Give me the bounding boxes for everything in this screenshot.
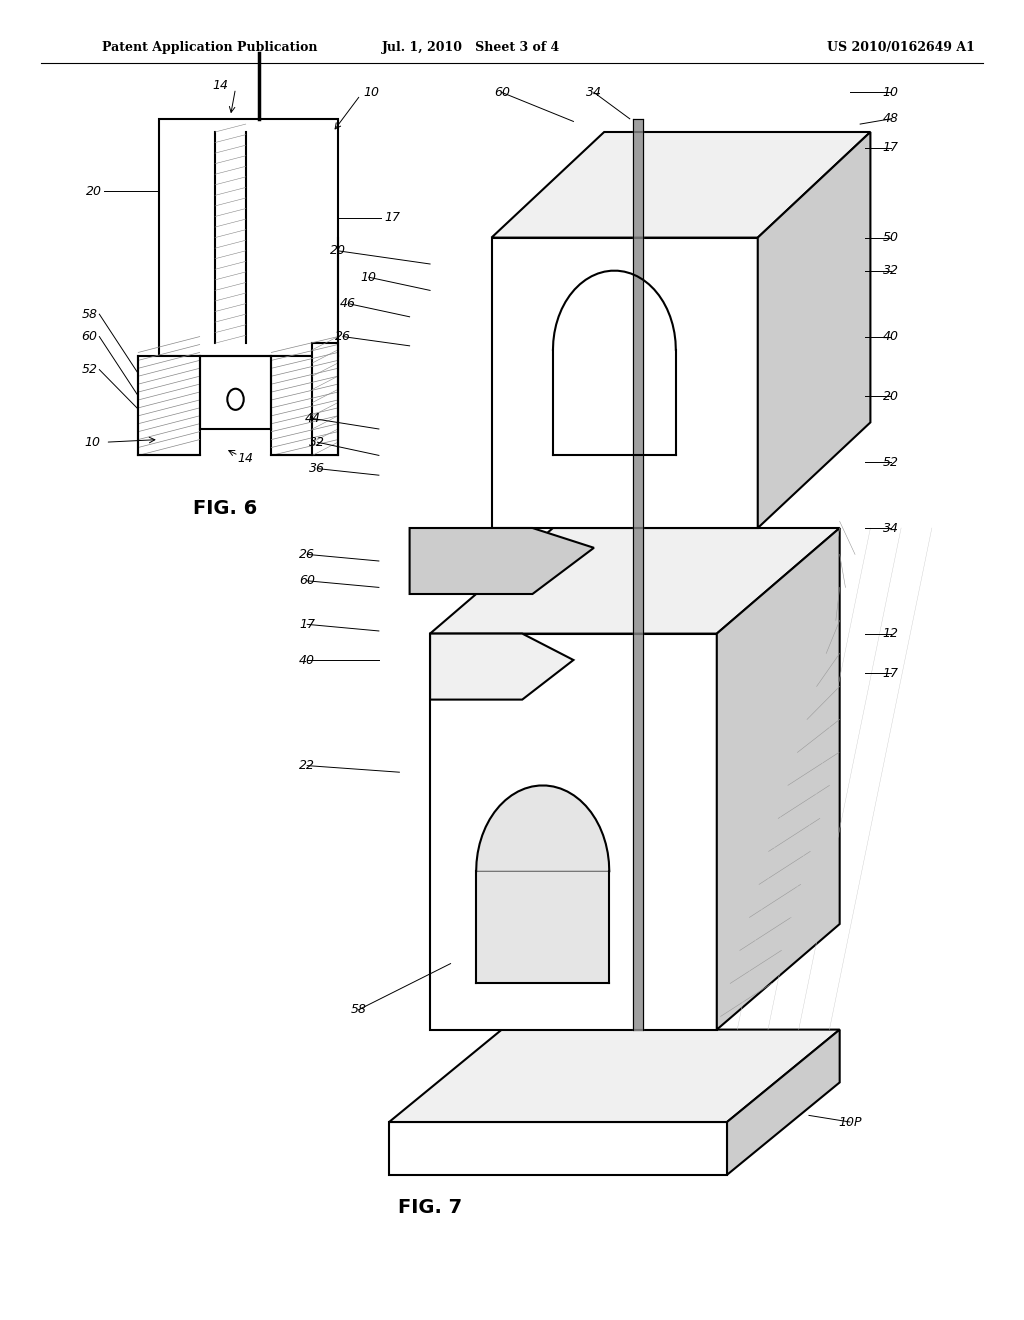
- Text: 34: 34: [883, 521, 899, 535]
- Text: US 2010/0162649 A1: US 2010/0162649 A1: [827, 41, 975, 54]
- Text: 20: 20: [330, 244, 346, 257]
- Text: 10: 10: [84, 436, 100, 449]
- Text: 50: 50: [883, 231, 899, 244]
- Text: 32: 32: [883, 264, 899, 277]
- Text: 22: 22: [299, 759, 315, 772]
- Text: Patent Application Publication: Patent Application Publication: [102, 41, 317, 54]
- Text: 10: 10: [364, 86, 380, 99]
- Polygon shape: [727, 1030, 840, 1175]
- Text: 40: 40: [299, 653, 315, 667]
- Text: 14: 14: [238, 451, 254, 465]
- Text: 10: 10: [883, 86, 899, 99]
- Text: 17: 17: [883, 141, 899, 154]
- Polygon shape: [389, 1122, 727, 1175]
- Text: 60: 60: [494, 86, 510, 99]
- FancyBboxPatch shape: [159, 119, 338, 356]
- Text: 60: 60: [299, 574, 315, 587]
- Text: 32: 32: [309, 436, 326, 449]
- Text: 17: 17: [384, 211, 400, 224]
- Text: 58: 58: [350, 1003, 367, 1016]
- Text: 40: 40: [883, 330, 899, 343]
- Text: 14: 14: [212, 79, 228, 92]
- Polygon shape: [476, 785, 609, 983]
- Text: 26: 26: [299, 548, 315, 561]
- Polygon shape: [430, 634, 573, 700]
- FancyBboxPatch shape: [138, 356, 200, 455]
- Polygon shape: [389, 1030, 840, 1122]
- Text: FIG. 7: FIG. 7: [398, 1199, 462, 1217]
- Polygon shape: [430, 634, 717, 1030]
- Text: FIG. 6: FIG. 6: [194, 499, 257, 517]
- Text: 12: 12: [883, 627, 899, 640]
- Text: 48: 48: [883, 112, 899, 125]
- Text: 26: 26: [335, 330, 351, 343]
- Text: 46: 46: [340, 297, 356, 310]
- Text: 20: 20: [86, 185, 102, 198]
- Polygon shape: [492, 132, 870, 238]
- Text: 10P: 10P: [839, 1115, 861, 1129]
- FancyBboxPatch shape: [271, 356, 338, 455]
- Text: 10: 10: [360, 271, 377, 284]
- Text: 52: 52: [883, 455, 899, 469]
- Text: 60: 60: [81, 330, 97, 343]
- Polygon shape: [430, 528, 840, 634]
- Text: 17: 17: [883, 667, 899, 680]
- Text: 36: 36: [309, 462, 326, 475]
- Text: 20: 20: [883, 389, 899, 403]
- Polygon shape: [758, 132, 870, 528]
- Polygon shape: [492, 238, 758, 528]
- Text: 52: 52: [81, 363, 97, 376]
- Polygon shape: [410, 528, 594, 594]
- FancyBboxPatch shape: [312, 343, 338, 455]
- Text: 34: 34: [586, 86, 602, 99]
- Text: 17: 17: [299, 618, 315, 631]
- Polygon shape: [717, 528, 840, 1030]
- Text: Jul. 1, 2010   Sheet 3 of 4: Jul. 1, 2010 Sheet 3 of 4: [382, 41, 560, 54]
- Text: 44: 44: [304, 412, 321, 425]
- Text: 58: 58: [81, 308, 97, 321]
